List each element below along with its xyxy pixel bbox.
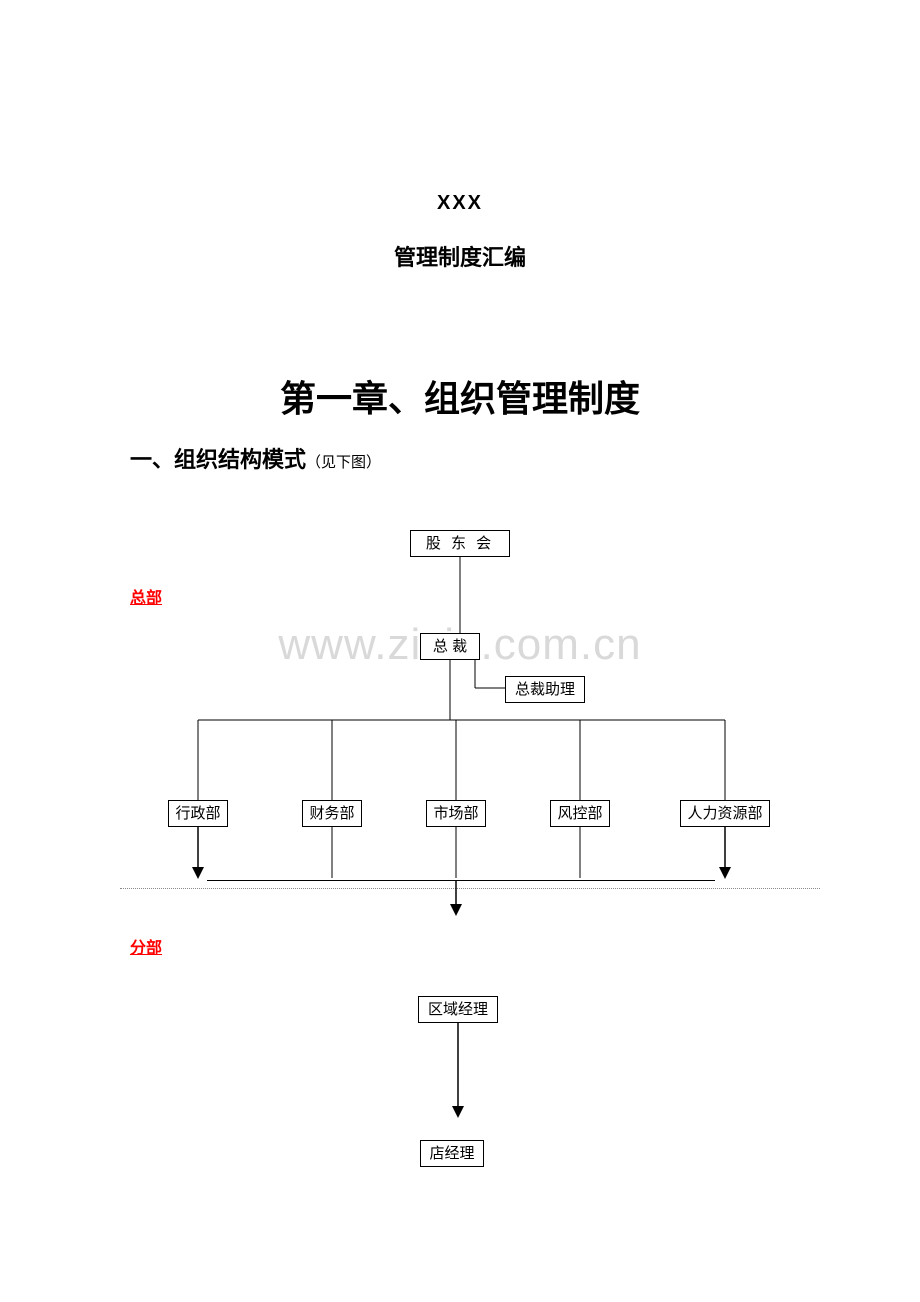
- document-page: { "header": { "company": "XXX", "subtitl…: [0, 0, 920, 1302]
- node-shareholder: 股 东 会: [410, 530, 510, 557]
- node-dept-admin: 行政部: [168, 800, 228, 827]
- node-dept-hr: 人力资源部: [680, 800, 770, 827]
- node-president: 总 裁: [420, 633, 480, 660]
- node-store-mgr: 店经理: [420, 1140, 484, 1167]
- node-dept-risk: 风控部: [550, 800, 610, 827]
- hq-label: 总部: [130, 584, 162, 608]
- node-region-mgr: 区域经理: [418, 996, 498, 1023]
- node-assistant: 总裁助理: [505, 676, 585, 703]
- node-dept-market: 市场部: [426, 800, 486, 827]
- branch-label: 分部: [130, 934, 162, 958]
- node-dept-finance: 财务部: [302, 800, 362, 827]
